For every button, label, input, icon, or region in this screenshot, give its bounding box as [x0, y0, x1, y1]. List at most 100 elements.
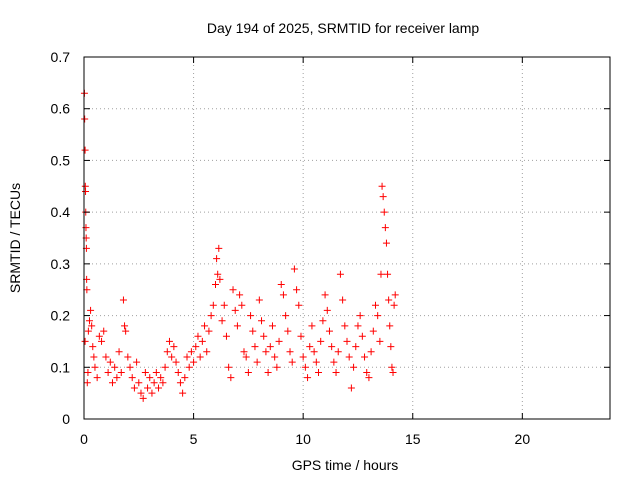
- data-point: [155, 384, 163, 392]
- data-point: [126, 363, 134, 371]
- data-point: [282, 312, 290, 320]
- data-point: [119, 296, 127, 304]
- y-tick-label: 0.3: [51, 256, 71, 272]
- data-point: [196, 353, 204, 361]
- data-point: [271, 353, 279, 361]
- y-tick-label: 0.7: [51, 49, 71, 65]
- data-point: [172, 358, 180, 366]
- y-tick-label: 0: [62, 411, 70, 427]
- data-point: [341, 322, 349, 330]
- data-point: [198, 337, 206, 345]
- x-tick-label: 0: [80, 431, 88, 447]
- data-point: [266, 343, 274, 351]
- data-point: [179, 389, 187, 397]
- data-point: [100, 327, 108, 335]
- data-point: [89, 343, 97, 351]
- data-point: [128, 374, 136, 382]
- data-point: [297, 332, 305, 340]
- data-point: [214, 270, 222, 278]
- data-point: [163, 348, 171, 356]
- data-point: [225, 363, 233, 371]
- data-point: [260, 332, 268, 340]
- data-point: [255, 296, 263, 304]
- data-point: [122, 327, 130, 335]
- data-point: [273, 363, 281, 371]
- data-point: [279, 291, 287, 299]
- data-point: [216, 275, 224, 283]
- data-point: [325, 327, 333, 335]
- data-point: [323, 306, 331, 314]
- data-point: [379, 193, 387, 201]
- data-point: [381, 224, 389, 232]
- data-point: [148, 389, 156, 397]
- data-point: [352, 343, 360, 351]
- data-point: [190, 358, 198, 366]
- data-point: [93, 374, 101, 382]
- data-point: [85, 317, 93, 325]
- data-point: [108, 379, 116, 387]
- data-point: [150, 379, 158, 387]
- data-point: [98, 337, 106, 345]
- data-point: [104, 368, 112, 376]
- data-point: [84, 368, 92, 376]
- data-point: [378, 182, 386, 190]
- data-point: [227, 374, 235, 382]
- data-point: [113, 374, 121, 382]
- data-point: [183, 353, 191, 361]
- data-point: [146, 374, 154, 382]
- data-point: [168, 353, 176, 361]
- data-point: [187, 348, 195, 356]
- data-point: [389, 368, 397, 376]
- data-point: [365, 374, 373, 382]
- data-point: [388, 363, 396, 371]
- data-point: [174, 368, 182, 376]
- data-point: [135, 379, 143, 387]
- data-point: [157, 374, 165, 382]
- data-point: [181, 374, 189, 382]
- data-point: [290, 265, 298, 273]
- data-point: [106, 358, 114, 366]
- data-point: [192, 343, 200, 351]
- data-point: [299, 353, 307, 361]
- data-point: [286, 348, 294, 356]
- data-point: [304, 374, 312, 382]
- data-point: [358, 332, 366, 340]
- data-point: [242, 353, 250, 361]
- data-point: [363, 368, 371, 376]
- data-point: [95, 332, 103, 340]
- data-point: [312, 358, 320, 366]
- data-point: [387, 343, 395, 351]
- data-point: [334, 348, 342, 356]
- data-point: [81, 337, 89, 345]
- data-point: [207, 312, 215, 320]
- data-point: [377, 270, 385, 278]
- data-point: [277, 281, 285, 289]
- data-point: [203, 348, 211, 356]
- data-point: [133, 358, 141, 366]
- data-point: [244, 368, 252, 376]
- data-point: [301, 363, 309, 371]
- data-point: [319, 317, 327, 325]
- data-point: [102, 353, 110, 361]
- data-point: [284, 327, 292, 335]
- data-point: [328, 343, 336, 351]
- data-point: [220, 301, 228, 309]
- data-point: [343, 337, 351, 345]
- data-point: [90, 353, 98, 361]
- data-point: [233, 322, 241, 330]
- data-point: [124, 353, 132, 361]
- x-tick-labels: 0 5 10 15 20: [80, 431, 530, 447]
- data-point: [354, 322, 362, 330]
- data-point: [240, 348, 248, 356]
- grid: [84, 57, 610, 419]
- data-point: [201, 322, 209, 330]
- data-point: [336, 270, 344, 278]
- data-point: [170, 343, 178, 351]
- data-point: [215, 244, 223, 252]
- data-point: [141, 368, 149, 376]
- data-point: [139, 394, 147, 402]
- data-point: [212, 281, 219, 289]
- y-tick-label: 0.5: [51, 152, 71, 168]
- data-point: [345, 353, 353, 361]
- data-point: [82, 187, 90, 195]
